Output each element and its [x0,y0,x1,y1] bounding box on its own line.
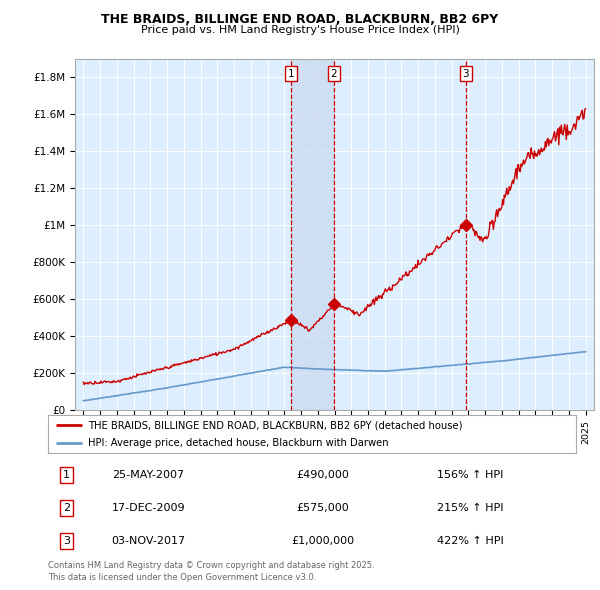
Text: 215% ↑ HPI: 215% ↑ HPI [437,503,503,513]
Text: 1: 1 [63,470,70,480]
Text: £490,000: £490,000 [296,470,349,480]
Text: This data is licensed under the Open Government Licence v3.0.: This data is licensed under the Open Gov… [48,573,316,582]
Text: THE BRAIDS, BILLINGE END ROAD, BLACKBURN, BB2 6PY: THE BRAIDS, BILLINGE END ROAD, BLACKBURN… [101,13,499,26]
Text: 422% ↑ HPI: 422% ↑ HPI [437,536,504,546]
Text: 3: 3 [63,536,70,546]
Text: 156% ↑ HPI: 156% ↑ HPI [437,470,503,480]
Bar [290,59,334,410]
Text: Price paid vs. HM Land Registry's House Price Index (HPI): Price paid vs. HM Land Registry's House … [140,25,460,35]
Text: £1,000,000: £1,000,000 [291,536,354,546]
Text: THE BRAIDS, BILLINGE END ROAD, BLACKBURN, BB2 6PY (detached house): THE BRAIDS, BILLINGE END ROAD, BLACKBURN… [88,420,462,430]
Text: 25-MAY-2007: 25-MAY-2007 [112,470,184,480]
Text: 2: 2 [331,69,337,79]
Text: 03-NOV-2017: 03-NOV-2017 [111,536,185,546]
Text: £575,000: £575,000 [296,503,349,513]
Text: 17-DEC-2009: 17-DEC-2009 [112,503,185,513]
Text: 3: 3 [462,69,469,79]
Text: 2: 2 [63,503,70,513]
Text: Contains HM Land Registry data © Crown copyright and database right 2025.: Contains HM Land Registry data © Crown c… [48,560,374,569]
Text: 1: 1 [287,69,294,79]
Text: HPI: Average price, detached house, Blackburn with Darwen: HPI: Average price, detached house, Blac… [88,438,388,448]
